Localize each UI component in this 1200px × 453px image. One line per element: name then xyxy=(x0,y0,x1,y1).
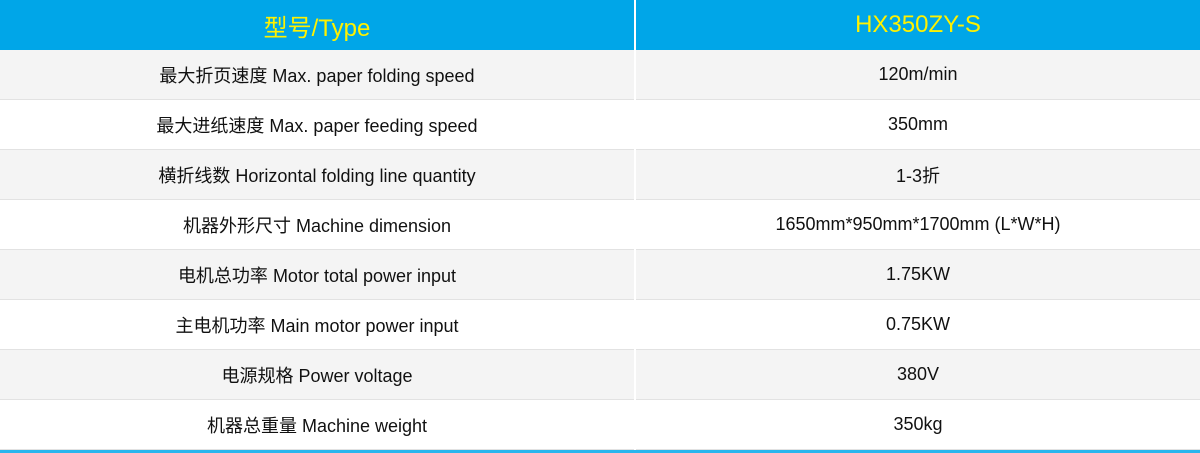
spec-value: 120m/min xyxy=(635,50,1200,100)
table-row: 最大折页速度 Max. paper folding speed 120m/min xyxy=(0,50,1200,100)
spec-value: 350mm xyxy=(635,99,1200,150)
spec-label: 横折线数 Horizontal folding line quantity xyxy=(0,149,636,200)
table-row: 横折线数 Horizontal folding line quantity 1-3… xyxy=(0,149,1200,200)
spec-label: 电机总功率 Motor total power input xyxy=(0,249,636,300)
header-row: 型号/Type HX350ZY-S xyxy=(0,0,1200,50)
spec-label: 电源规格 Power voltage xyxy=(0,349,636,400)
table-row: 主电机功率 Main motor power input 0.75KW xyxy=(0,299,1200,350)
spec-value: 1-3折 xyxy=(635,149,1200,200)
bottom-border xyxy=(0,450,1200,453)
table-row: 机器外形尺寸 Machine dimension 1650mm*950mm*170… xyxy=(0,199,1200,250)
spec-label: 主电机功率 Main motor power input xyxy=(0,299,636,350)
spec-label: 机器总重量 Machine weight xyxy=(0,399,636,450)
table-row: 电源规格 Power voltage 380V xyxy=(0,349,1200,400)
spec-value: 1.75KW xyxy=(635,249,1200,300)
spec-value: 350kg xyxy=(635,399,1200,450)
spec-value: 380V xyxy=(635,349,1200,400)
header-model: HX350ZY-S xyxy=(635,0,1200,50)
table-row: 最大进纸速度 Max. paper feeding speed 350mm xyxy=(0,99,1200,150)
header-type: 型号/Type xyxy=(0,0,636,50)
spec-label: 最大进纸速度 Max. paper feeding speed xyxy=(0,99,636,150)
table-row: 机器总重量 Machine weight 350kg xyxy=(0,399,1200,450)
spec-value: 0.75KW xyxy=(635,299,1200,350)
table-row: 电机总功率 Motor total power input 1.75KW xyxy=(0,249,1200,300)
spec-value: 1650mm*950mm*1700mm (L*W*H) xyxy=(635,199,1200,250)
spec-label: 最大折页速度 Max. paper folding speed xyxy=(0,50,636,100)
spec-label: 机器外形尺寸 Machine dimension xyxy=(0,199,636,250)
